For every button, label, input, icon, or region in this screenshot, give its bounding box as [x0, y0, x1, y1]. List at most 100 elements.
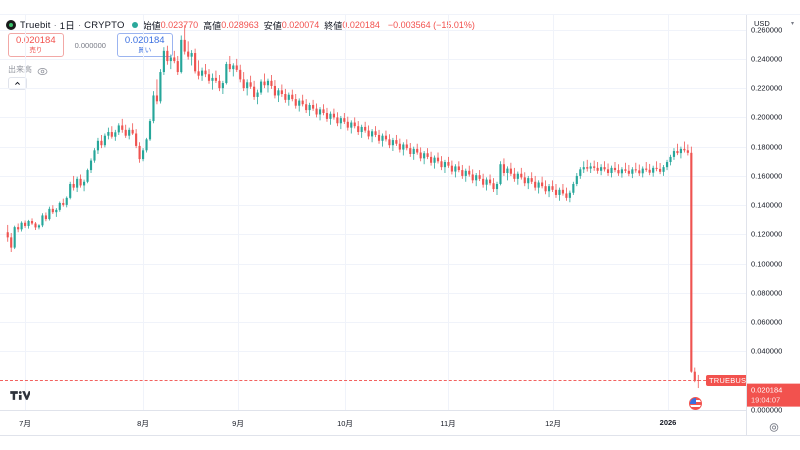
candle-body	[488, 179, 492, 184]
candle-body	[138, 145, 141, 160]
chart-legend[interactable]: Truebit · 1日 · CRYPTO 始値 0.023770 高値 0.0…	[6, 18, 475, 32]
interval-label[interactable]: 1日	[59, 21, 75, 32]
candle-body	[565, 193, 568, 198]
candle-body	[495, 183, 499, 190]
candle-body	[659, 168, 662, 172]
candle-body	[214, 77, 218, 81]
top-toolbar	[0, 0, 800, 15]
candle-body	[249, 82, 252, 87]
candle-body	[395, 140, 398, 144]
price-tick: 0.040000	[751, 346, 783, 356]
volume-legend[interactable]: 出来高	[8, 64, 48, 76]
gridline-horizontal	[0, 117, 746, 118]
candle-body	[44, 215, 47, 220]
candle-body	[547, 186, 551, 192]
candle-body	[266, 80, 270, 86]
candle-body	[273, 85, 277, 96]
candle-body	[551, 186, 554, 190]
candle-body	[93, 150, 96, 161]
price-tick: 0.000000	[751, 405, 783, 415]
candle-body	[169, 57, 172, 62]
candle-body	[405, 144, 408, 149]
tradingview-logo-icon	[10, 391, 30, 400]
gridline-horizontal	[0, 205, 746, 206]
candle-body	[669, 156, 672, 163]
candle-body	[596, 167, 599, 171]
candle-body	[360, 126, 363, 133]
candle-body	[176, 61, 179, 73]
candle-body	[558, 189, 561, 195]
time-axis[interactable]: 7月 8月 9月 10月 11月 12月 2026	[0, 410, 746, 435]
candle-body	[429, 156, 433, 163]
candle-body	[318, 109, 322, 115]
price-tick: 0.200000	[751, 112, 783, 122]
candle-body	[284, 94, 287, 100]
ohlc-change: −0.003564 (−15.01%)	[387, 20, 475, 30]
candle-body	[200, 70, 204, 76]
candle-body	[325, 113, 329, 119]
price-axis[interactable]: USD ▾ 0.260000 0.240000 0.220000 0.200000 0.…	[746, 15, 800, 435]
candle-body	[20, 222, 23, 230]
candle-body	[534, 181, 537, 188]
candle-body	[690, 152, 693, 372]
candle-body	[499, 164, 502, 184]
candle-body	[305, 104, 308, 111]
market-label[interactable]: CRYPTO	[84, 19, 125, 31]
gear-icon[interactable]	[768, 420, 779, 432]
ohlc-low-value: 0.020074	[281, 20, 320, 30]
time-tick: 11月	[440, 419, 456, 428]
candle-body	[402, 144, 405, 150]
ohlc-low: 安値 0.020074	[264, 19, 320, 32]
candle-body	[384, 135, 388, 140]
candle-body	[79, 178, 82, 186]
ohlc-close-label: 終値	[324, 20, 343, 31]
candle-body	[270, 80, 273, 86]
chart-pane[interactable]: TRUEBUSD	[0, 15, 746, 410]
currency-selector[interactable]: USD ▾	[751, 17, 797, 30]
candle-body	[391, 140, 394, 146]
candle-body	[606, 169, 610, 173]
us-flag-icon[interactable]	[689, 397, 702, 410]
price-tick: 0.220000	[751, 83, 783, 93]
candle-body	[329, 113, 332, 119]
price-tick: 0.120000	[751, 229, 783, 239]
candle-body	[502, 164, 506, 173]
candle-body	[523, 177, 526, 184]
collapse-pane-button[interactable]	[8, 77, 27, 90]
gridline-horizontal	[0, 30, 746, 31]
candle-body	[107, 132, 110, 136]
gridline-vertical	[345, 15, 346, 410]
candle-body	[207, 74, 211, 81]
eye-icon[interactable]	[37, 64, 48, 76]
candle-body	[579, 169, 582, 176]
symbol-price-tag: TRUEBUSD	[706, 375, 746, 387]
symbol-name[interactable]: Truebit	[20, 19, 51, 31]
candle-body	[367, 130, 370, 137]
candle-body	[631, 169, 634, 174]
sell-quote-button[interactable]: 0.020184 売り	[8, 33, 64, 58]
gridline-vertical	[143, 15, 144, 410]
candle-body	[332, 113, 335, 118]
candle-body	[617, 170, 620, 174]
candle-body	[662, 167, 665, 172]
candle-body	[679, 148, 682, 154]
time-tick: 8月	[137, 419, 149, 428]
candle-body	[520, 173, 523, 178]
candle-body	[443, 162, 447, 168]
candle-body	[27, 220, 30, 226]
candle-body	[277, 90, 280, 96]
truebit-logo-icon	[6, 20, 16, 30]
candle-body	[409, 148, 412, 154]
candle-body	[464, 170, 467, 176]
candle-body	[114, 132, 117, 137]
candle-body	[582, 167, 585, 170]
candle-body	[603, 167, 606, 170]
candle-body	[600, 167, 603, 171]
candle-body	[166, 50, 169, 62]
gridline-horizontal	[0, 88, 746, 89]
candle-body	[648, 169, 651, 173]
candle-body	[128, 129, 131, 136]
candle-body	[141, 150, 145, 160]
candle-body	[148, 121, 152, 140]
gridline-vertical	[448, 15, 449, 410]
